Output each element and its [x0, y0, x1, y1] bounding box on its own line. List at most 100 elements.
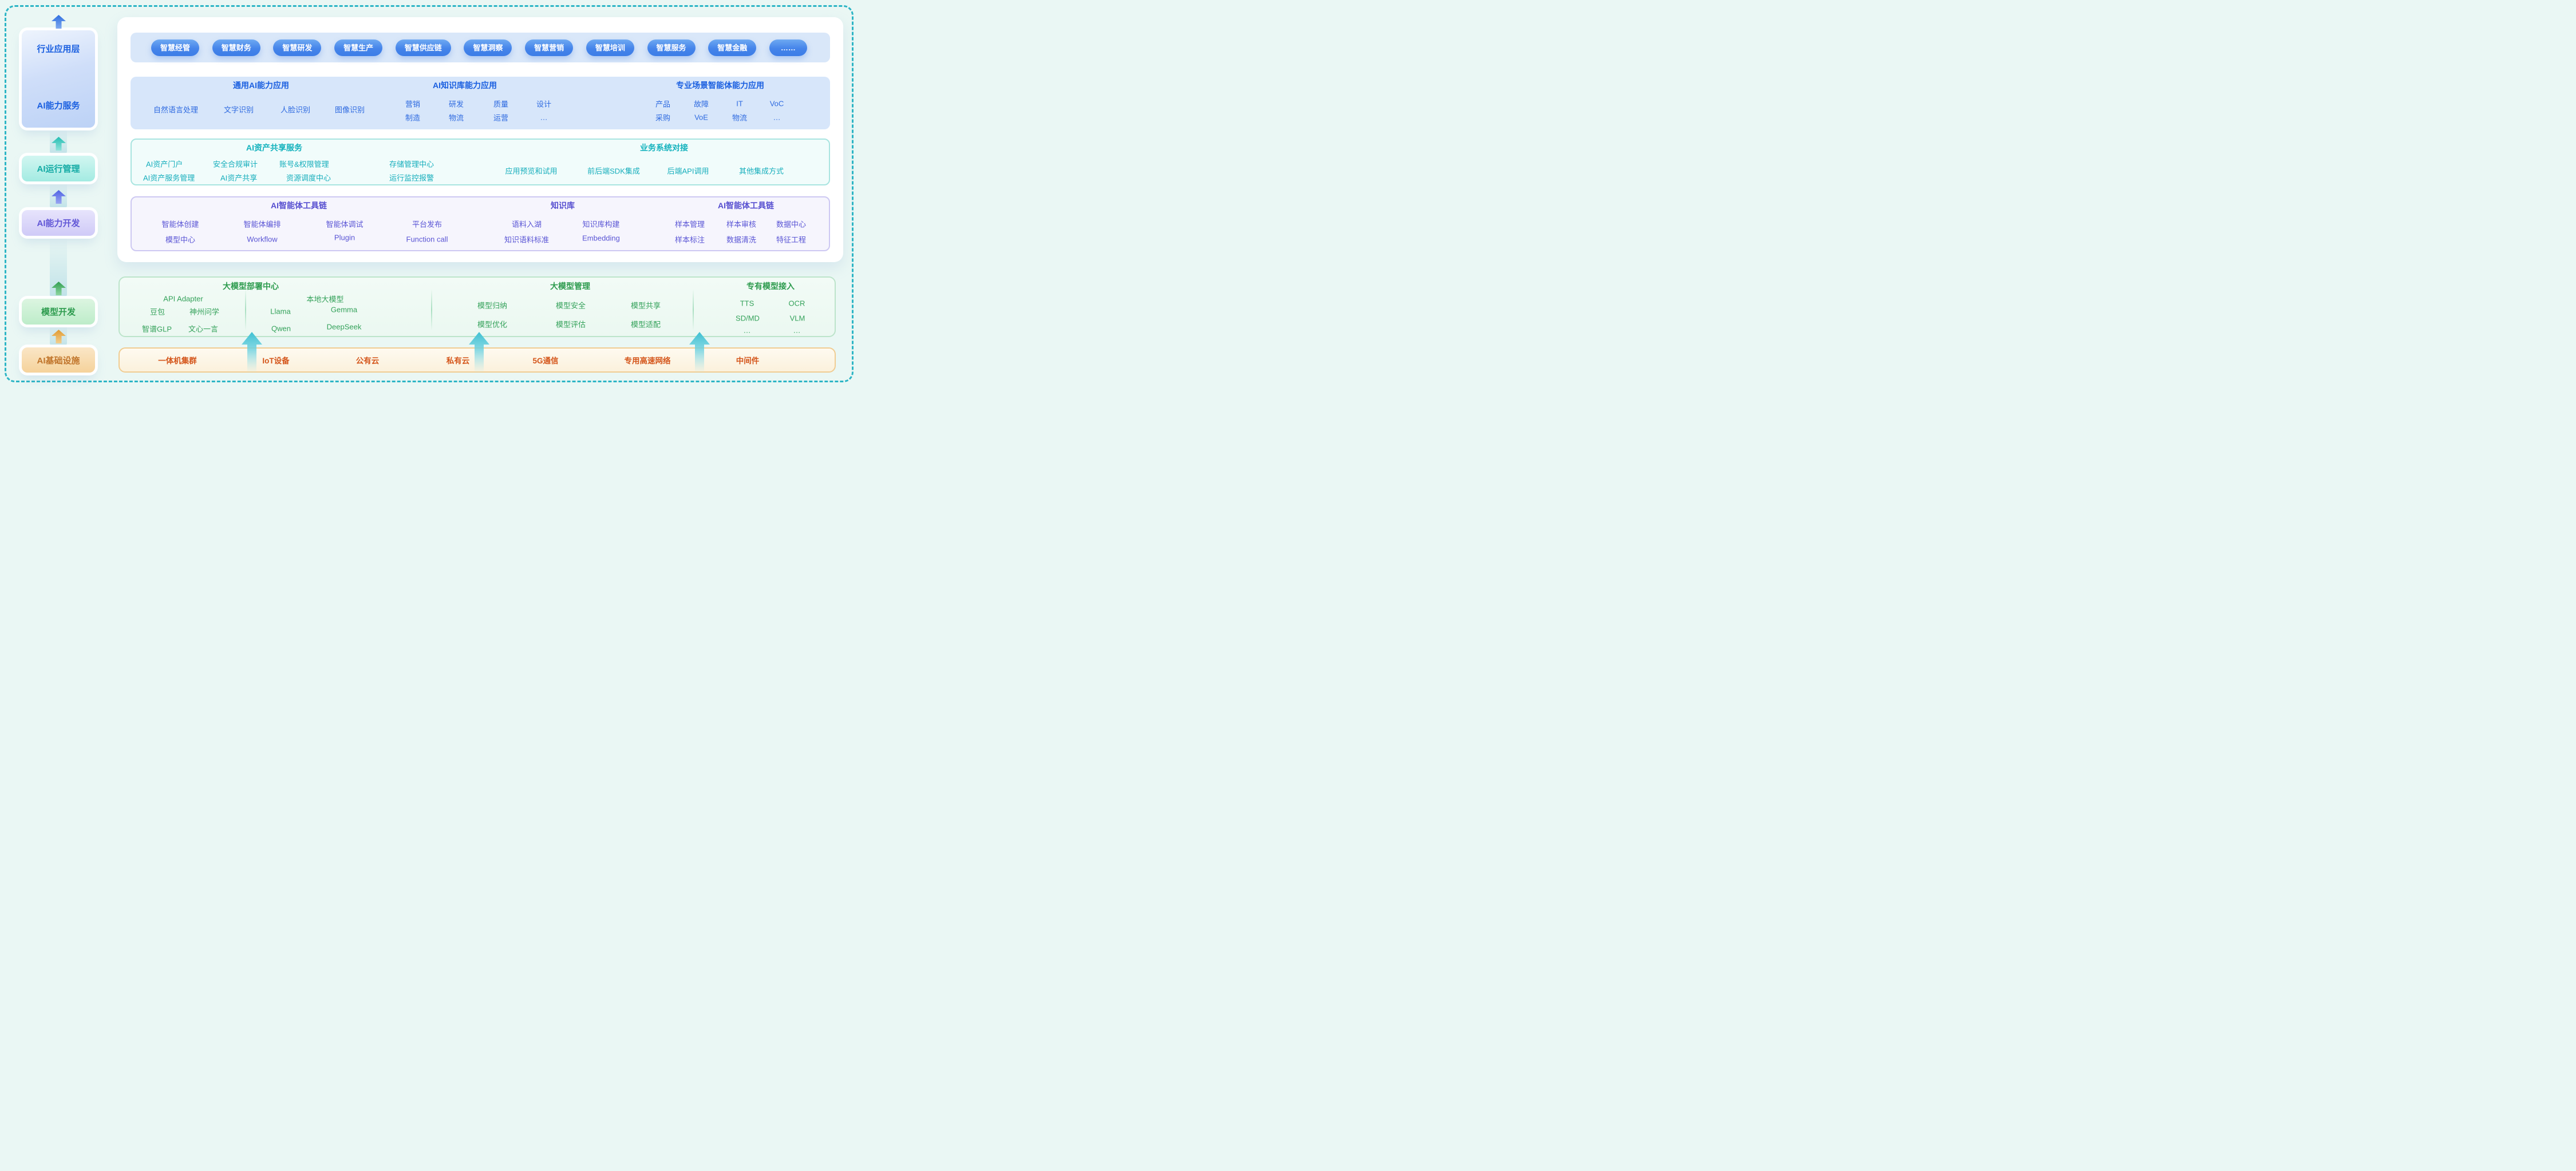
runtime-item: 其他集成方式	[738, 167, 784, 176]
runtime-item: 运行监控报警	[389, 173, 434, 183]
dev-item: 知识语料标准	[504, 235, 550, 244]
up-arrow-icon	[240, 332, 263, 373]
subgroup-title: API Adapter	[163, 294, 203, 303]
capability-item: 设计	[536, 100, 552, 109]
capability-item: 人脸识别	[280, 105, 311, 114]
group-title: AI资产共享服务	[246, 143, 302, 152]
model-item: Llama	[270, 307, 291, 316]
sidebar-label: AI运行管理	[37, 164, 80, 174]
model-item: 模型共享	[630, 301, 661, 310]
group-title: 专有模型接入	[746, 282, 795, 291]
capability-item: 采购	[655, 113, 671, 122]
industry-app-pill[interactable]: 智慧经管	[151, 39, 200, 56]
dev-item: Function call	[406, 235, 448, 244]
capability-section: 通用AI能力应用 自然语言处理 文字识别 人脸识别 图像识别 AI知识库能力应用…	[131, 77, 830, 129]
industry-app-pill[interactable]: 智慧服务	[647, 39, 696, 56]
infra-item: 专用高速网络	[624, 357, 671, 365]
industry-apps-bar: 智慧经管 智慧财务 智慧研发 智慧生产 智慧供应链 智慧洞察 智慧营销 智慧培训…	[131, 33, 830, 62]
industry-app-pill[interactable]: 智慧培训	[586, 39, 634, 56]
runtime-section: AI资产共享服务 AI资产门户 安全合规审计 账号&权限管理 存储管理中心 AI…	[131, 139, 830, 185]
model-item: 模型安全	[555, 301, 586, 310]
group-title: 业务系统对接	[640, 143, 688, 152]
industry-app-pill[interactable]: 智慧金融	[708, 39, 757, 56]
capability-item: 自然语言处理	[153, 105, 199, 114]
model-item: Qwen	[271, 324, 291, 333]
capability-item: 产品	[655, 100, 671, 109]
dev-item: 模型中心	[165, 235, 196, 244]
industry-app-pill-more[interactable]: ……	[769, 39, 807, 56]
divider	[245, 289, 246, 330]
industry-app-pill[interactable]: 智慧营销	[525, 39, 574, 56]
infra-item: IoT设备	[262, 357, 290, 365]
dev-item: 样本管理	[674, 220, 705, 229]
capability-item: 图像识别	[334, 105, 365, 114]
capability-item: VoC	[769, 99, 784, 108]
model-item: 豆包	[149, 307, 165, 317]
industry-app-pill[interactable]: 智慧洞察	[464, 39, 512, 56]
sidebar-label: AI基础设施	[37, 355, 80, 366]
group-title: AI智能体工具链	[271, 201, 327, 210]
divider	[431, 289, 432, 330]
group-title: 大模型部署中心	[223, 282, 279, 291]
sidebar-box-model-dev: 模型开发	[22, 299, 95, 325]
sidebar-label: AI能力开发	[37, 219, 80, 228]
capability-item: 物流	[732, 113, 748, 122]
model-item: DeepSeek	[326, 322, 362, 331]
dev-item: Embedding	[582, 234, 620, 243]
model-item: SD/MD	[736, 314, 760, 323]
industry-app-pill[interactable]: 智慧财务	[212, 39, 260, 56]
model-item: 神州问学	[189, 307, 220, 317]
group-title: AI知识库能力应用	[433, 81, 497, 90]
dev-item: 知识库构建	[582, 220, 620, 229]
sidebar-label-ai-services: AI能力服务	[37, 101, 80, 111]
dev-item: 样本审核	[726, 220, 757, 229]
runtime-item: 后端API调用	[667, 167, 709, 176]
capability-item: IT	[736, 99, 743, 108]
runtime-item: 前后端SDK集成	[587, 167, 640, 176]
dev-item: 智能体创建	[161, 220, 199, 229]
infra-item: 私有云	[446, 357, 470, 365]
capability-item: 文字识别	[223, 105, 254, 114]
capability-item: 制造	[405, 113, 421, 122]
capability-item: VoE	[694, 113, 708, 122]
runtime-item: 安全合规审计	[213, 160, 258, 169]
sidebar-box-infrastructure: AI基础设施	[22, 347, 95, 373]
sidebar-box-capability-dev: AI能力开发	[22, 210, 95, 236]
development-section: AI智能体工具链 知识库 AI智能体工具链 智能体创建 智能体编排 智能体调试 …	[131, 196, 830, 251]
sidebar-label: 模型开发	[41, 307, 76, 317]
dev-item: 样本标注	[674, 235, 705, 244]
ai-platform-architecture-diagram: 行业应用层 AI能力服务 AI运行管理 AI能力开发 模型开发 AI基础设施 智…	[0, 0, 859, 390]
divider	[693, 289, 694, 330]
model-item: Gemma	[330, 305, 358, 314]
runtime-item: AI资产门户	[146, 160, 183, 169]
runtime-item: 账号&权限管理	[279, 160, 329, 169]
dev-item: 平台发布	[412, 220, 442, 229]
model-item: 模型评估	[555, 320, 586, 329]
sidebar-box-application: 行业应用层 AI能力服务	[22, 30, 95, 128]
industry-app-pill[interactable]: 智慧研发	[273, 39, 322, 56]
dev-item: 智能体编排	[243, 220, 281, 229]
model-panel: 大模型部署中心 大模型管理 专有模型接入 API Adapter 豆包 神州问学…	[118, 276, 836, 337]
industry-app-pill[interactable]: 智慧生产	[334, 39, 383, 56]
up-arrow-icon	[688, 332, 711, 373]
infra-item: 5G通信	[532, 357, 559, 365]
runtime-item: 应用预览和试用	[505, 167, 558, 176]
sidebar-box-runtime-mgmt: AI运行管理	[22, 156, 95, 181]
capability-item: 运营	[493, 113, 509, 122]
model-item: 文心一言	[188, 325, 219, 334]
dev-item: Plugin	[334, 233, 355, 242]
model-item: …	[793, 326, 801, 335]
dev-item: 数据清洗	[726, 235, 757, 244]
model-item: 模型归纳	[477, 301, 508, 310]
dev-item: 智能体调试	[326, 220, 364, 229]
capability-item: 物流	[448, 113, 464, 122]
model-item: VLM	[789, 314, 805, 323]
industry-app-pill[interactable]: 智慧供应链	[395, 39, 451, 56]
sidebar-label-app-layer: 行业应用层	[37, 44, 80, 54]
runtime-item: 资源调度中心	[286, 173, 331, 183]
infra-item: 一体机集群	[158, 357, 197, 365]
dev-item: 特征工程	[776, 235, 807, 244]
capability-item: …	[773, 113, 781, 122]
infra-item: 中间件	[736, 357, 760, 365]
model-item: 模型优化	[477, 320, 508, 329]
